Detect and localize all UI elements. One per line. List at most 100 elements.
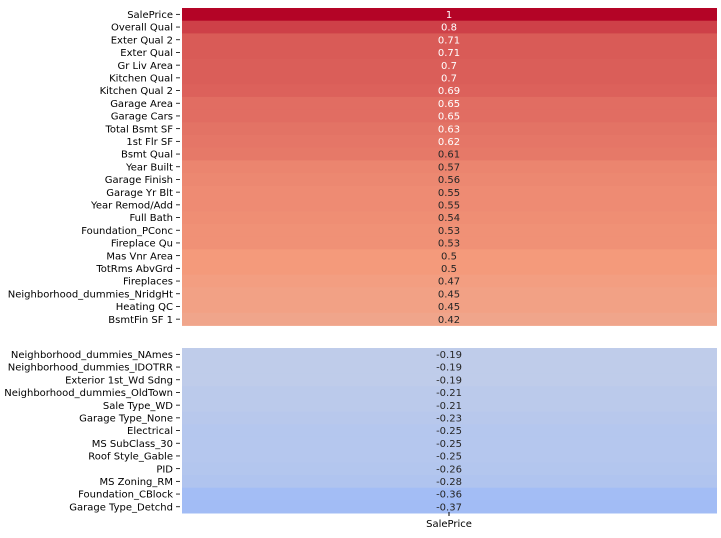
row-label: Foundation_PConc — [81, 226, 173, 237]
row-label: Garage Type_Detchd — [69, 502, 173, 513]
cell-value-label: 0.5 — [441, 251, 457, 262]
row-label: Year Built — [125, 162, 173, 173]
heatmap-cell — [182, 475, 717, 489]
row-label: PID — [156, 464, 173, 475]
cell-value-label: 0.61 — [438, 150, 460, 161]
heatmap-cell — [182, 424, 717, 438]
cell-value-label: 0.56 — [438, 175, 460, 186]
row-label: Neighborhood_dummies_OldTown — [4, 388, 173, 399]
heatmap-cell — [182, 373, 717, 387]
cell-value-label: -0.36 — [436, 490, 462, 501]
cell-value-label: 0.63 — [438, 124, 460, 135]
heatmap-cell — [182, 274, 717, 288]
row-label: Garage Finish — [105, 175, 173, 186]
heatmap-cell — [182, 8, 717, 22]
row-label: Neighborhood_dummies_NridgHt — [8, 289, 173, 300]
heatmap-cell — [182, 20, 717, 34]
row-label: Electrical — [127, 426, 173, 437]
heatmap-cell — [182, 185, 717, 199]
row-label: Full Bath — [129, 213, 173, 224]
row-label: BsmtFin SF 1 — [108, 315, 173, 326]
row-label: Garage Yr Blt — [106, 188, 173, 199]
heatmap-cell — [182, 58, 717, 72]
cell-value-label: 0.71 — [438, 48, 460, 59]
row-label: Fireplace Qu — [111, 239, 173, 250]
heatmap-cell — [182, 449, 717, 463]
cell-value-label: 0.53 — [438, 239, 460, 250]
cell-value-label: 0.54 — [438, 213, 460, 224]
cell-value-label: 0.8 — [441, 23, 457, 34]
cell-value-label: 0.69 — [438, 86, 460, 97]
cell-value-label: 0.62 — [438, 137, 460, 148]
heatmap-cell — [182, 122, 717, 136]
cell-value-label: -0.19 — [436, 363, 462, 374]
heatmap-cell — [182, 287, 717, 301]
row-label: Mas Vnr Area — [106, 251, 173, 262]
heatmap-cell — [182, 436, 717, 450]
cell-value-label: 0.71 — [438, 35, 460, 46]
cell-value-label: -0.37 — [436, 502, 462, 513]
row-label: Heating QC — [116, 302, 173, 313]
heatmap-cell — [182, 360, 717, 374]
heatmap-cell — [182, 109, 717, 123]
x-tick-label: SalePrice — [426, 519, 472, 530]
heatmap-cell — [182, 33, 717, 47]
heatmap-cell — [182, 173, 717, 187]
row-label: Sale Type_WD — [103, 401, 173, 412]
row-label: MS Zoning_RM — [99, 477, 173, 488]
heatmap-cell — [182, 211, 717, 225]
heatmap-cell — [182, 500, 717, 514]
heatmap-cell — [182, 84, 717, 98]
row-label: Garage Area — [110, 99, 173, 110]
heatmap-cell — [182, 71, 717, 85]
heatmap-cell — [182, 249, 717, 263]
heatmap-cell — [182, 262, 717, 276]
cell-value-labels: 10.80.710.710.70.70.690.650.650.630.620.… — [436, 10, 462, 513]
row-label: Fireplaces — [123, 277, 173, 288]
heatmap-cells — [182, 8, 717, 514]
row-label: Neighborhood_dummies_NAmes — [11, 350, 173, 361]
heatmap-cell — [182, 160, 717, 174]
heatmap-cell — [182, 147, 717, 161]
cell-value-label: -0.23 — [436, 413, 462, 424]
cell-value-label: 0.42 — [438, 315, 460, 326]
cell-value-label: -0.19 — [436, 375, 462, 386]
cell-value-label: 0.65 — [438, 112, 460, 123]
cell-value-label: -0.25 — [436, 439, 462, 450]
cell-value-label: -0.21 — [436, 388, 462, 399]
heatmap-cell — [182, 300, 717, 314]
row-label: Garage Cars — [111, 112, 173, 123]
cell-value-label: -0.28 — [436, 477, 462, 488]
row-label: Gr Liv Area — [118, 61, 174, 72]
row-label: TotRms AbvGrd — [95, 264, 173, 275]
row-label: Garage Type_None — [79, 413, 173, 424]
row-label: Foundation_CBlock — [78, 490, 173, 501]
row-label: Total Bsmt SF — [104, 124, 173, 135]
heatmap-cell — [182, 411, 717, 425]
cell-value-label: -0.25 — [436, 426, 462, 437]
cell-value-label: -0.21 — [436, 401, 462, 412]
heatmap-cell — [182, 462, 717, 476]
heatmap-cell — [182, 386, 717, 400]
cell-value-label: -0.25 — [436, 452, 462, 463]
row-label: Exterior 1st_Wd Sdng — [65, 375, 173, 386]
heatmap-cell — [182, 398, 717, 412]
row-label: Exter Qual 2 — [111, 35, 173, 46]
row-label: Bsmt Qual — [121, 150, 173, 161]
cell-value-label: 1 — [446, 10, 452, 21]
row-label: MS SubClass_30 — [92, 439, 173, 450]
cell-value-label: 0.47 — [438, 277, 460, 288]
row-label: Overall Qual — [111, 23, 173, 34]
row-label: Kitchen Qual 2 — [100, 86, 173, 97]
cell-value-label: 0.45 — [438, 302, 460, 313]
row-label: Roof Style_Gable — [88, 452, 173, 463]
cell-value-label: 0.53 — [438, 226, 460, 237]
cell-value-label: -0.26 — [436, 464, 462, 475]
cell-value-label: 0.45 — [438, 289, 460, 300]
cell-value-label: 0.57 — [438, 162, 460, 173]
heatmap-cell — [182, 312, 717, 326]
cell-value-label: 0.5 — [441, 264, 457, 275]
cell-value-label: 0.7 — [441, 73, 457, 84]
